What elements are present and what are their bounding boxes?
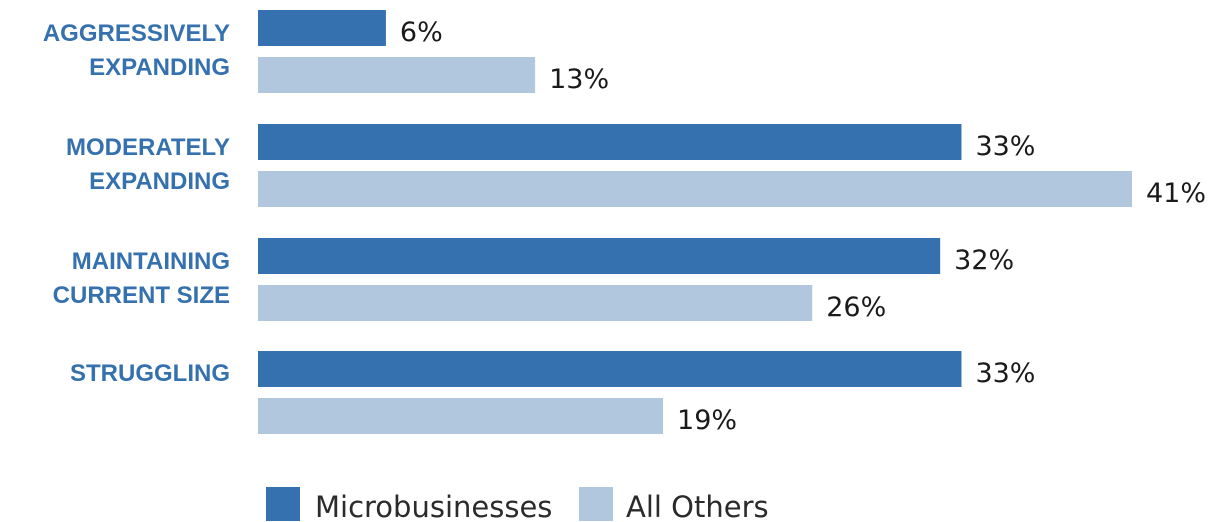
bar-microbusinesses (258, 238, 941, 274)
category-labels: AGGRESSIVELY EXPANDING MODERATELY EXPANDING… (43, 20, 230, 387)
value-label: 6% (400, 17, 443, 48)
category-label-line: MODERATELY (66, 134, 230, 161)
bar-microbusinesses (258, 351, 962, 387)
category-label-line: STRUGGLING (70, 360, 230, 387)
value-label: 19% (677, 405, 737, 436)
legend-swatch (579, 487, 613, 521)
value-label: 26% (826, 292, 886, 323)
bar-microbusinesses (258, 124, 962, 160)
bar-all-others (258, 57, 536, 93)
value-label: 33% (975, 131, 1035, 162)
value-label: 13% (549, 64, 609, 95)
value-label: 41% (1146, 178, 1206, 209)
bar-microbusinesses (258, 10, 386, 46)
category-label-line: MAINTAINING (72, 248, 230, 275)
category-label-line: AGGRESSIVELY (43, 20, 230, 47)
category-label-line: CURRENT SIZE (53, 282, 230, 309)
category-label: AGGRESSIVELY EXPANDING (43, 20, 230, 81)
legend: Microbusinesses All Others (266, 487, 769, 522)
value-labels: 6% 13% 33% 41% 32% 26% 33% 19% (400, 17, 1206, 436)
category-label-line: EXPANDING (89, 54, 230, 81)
bars (258, 10, 1132, 434)
bar-all-others (258, 285, 813, 321)
value-label: 33% (975, 358, 1035, 389)
legend-label: Microbusinesses (315, 490, 552, 522)
category-label: MAINTAINING CURRENT SIZE (53, 248, 230, 309)
bar-all-others (258, 398, 664, 434)
legend-label: All Others (626, 490, 769, 522)
legend-swatch (266, 487, 300, 521)
category-label-line: EXPANDING (89, 168, 230, 195)
bar-all-others (258, 171, 1132, 207)
value-label: 32% (954, 245, 1014, 276)
category-label: STRUGGLING (70, 360, 230, 387)
category-label: MODERATELY EXPANDING (66, 134, 230, 195)
